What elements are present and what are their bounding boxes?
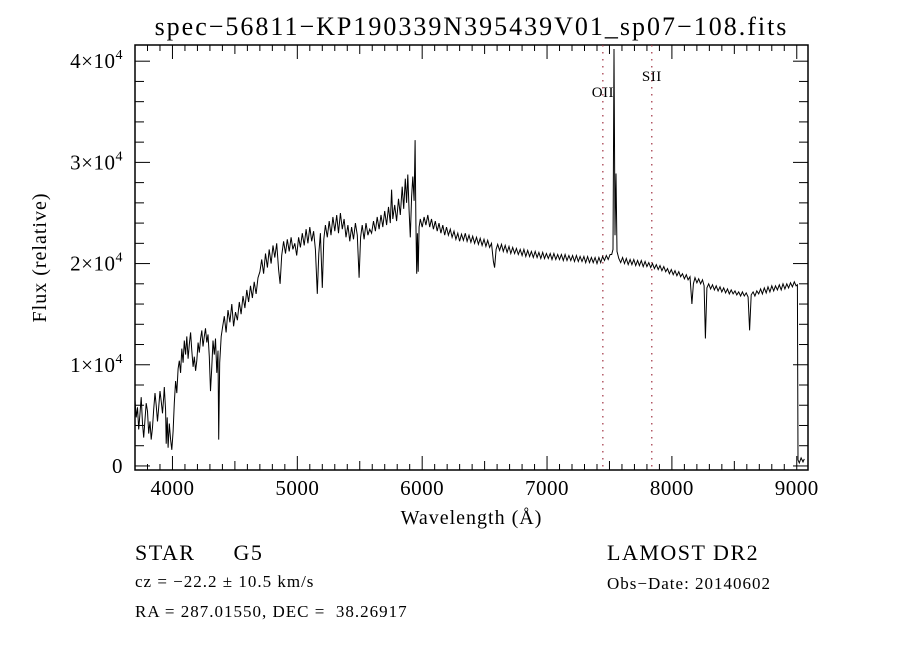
y-tick-labels: 0 1×104 2×104 3×104 4×104 (70, 48, 123, 478)
spectrum-line (134, 48, 805, 465)
x-tick-label: 5000 (275, 476, 319, 500)
plot-frame (134, 44, 809, 471)
x-tick-labels: 4000 5000 6000 7000 8000 9000 (150, 476, 818, 500)
y-axis-title: Flux (relative) (29, 193, 51, 323)
x-axis-title: Wavelength (Å) (401, 507, 543, 529)
emission-marker-label-sii: SII (642, 69, 662, 85)
object-type: STAR (135, 540, 196, 565)
survey-release-text: LAMOST DR2 (607, 540, 760, 565)
y-tick-label: 3×104 (70, 149, 123, 174)
classification-text: STAR G5 (135, 540, 263, 566)
x-tick-label: 7000 (525, 476, 569, 500)
object-subclass: G5 (233, 540, 264, 565)
y-tick-label: 1×104 (70, 352, 123, 377)
plot-title: spec−56811−KP190339N395439V01_sp07−108.f… (154, 12, 789, 41)
x-tick-label: 6000 (400, 476, 444, 500)
cz-text: cz = −22.2 ± 10.5 km/s (135, 572, 315, 591)
y-tick-label: 0 (112, 454, 123, 478)
x-tick-label: 4000 (150, 476, 194, 500)
coords-text: RA = 287.01550, DEC = 38.26917 (135, 602, 408, 621)
x-tick-label: 8000 (650, 476, 694, 500)
x-tick-label: 9000 (775, 476, 819, 500)
y-tick-label: 2×104 (70, 251, 123, 276)
y-tick-label: 4×104 (70, 48, 123, 73)
emission-marker-label-oii: OII (592, 85, 614, 101)
obs-date-text: Obs−Date: 20140602 (607, 574, 772, 593)
axis-ticks (135, 45, 808, 470)
